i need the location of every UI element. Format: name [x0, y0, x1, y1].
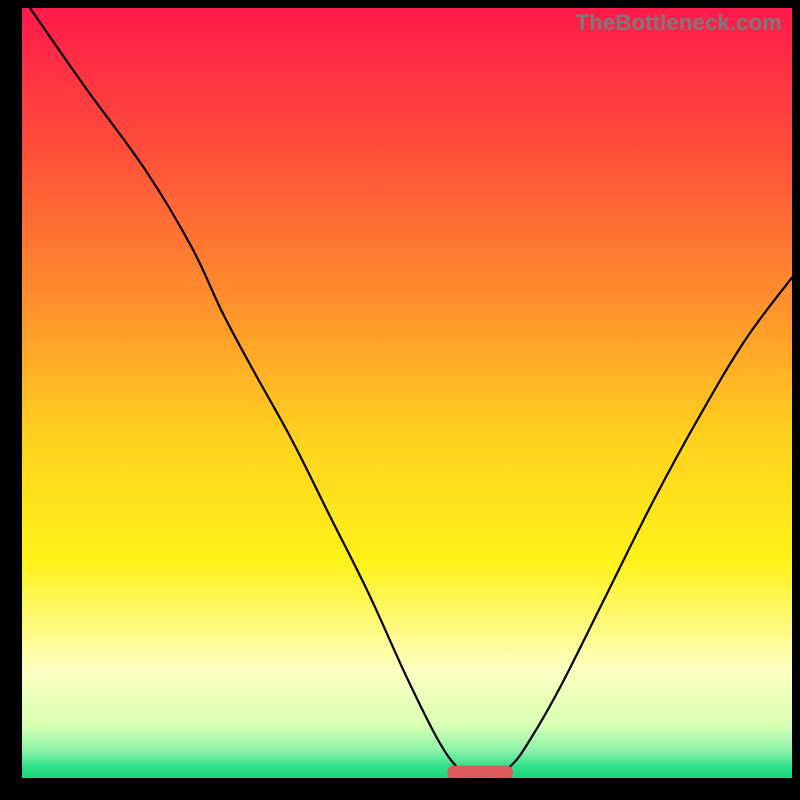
watermark-text: TheBottleneck.com: [576, 10, 782, 36]
optimal_marker: [447, 766, 512, 778]
chart-frame: TheBottleneck.com: [0, 0, 800, 800]
series-bottleneck_curve: [22, 8, 792, 775]
chart-svg: [22, 8, 792, 778]
plot-area: [22, 8, 792, 778]
